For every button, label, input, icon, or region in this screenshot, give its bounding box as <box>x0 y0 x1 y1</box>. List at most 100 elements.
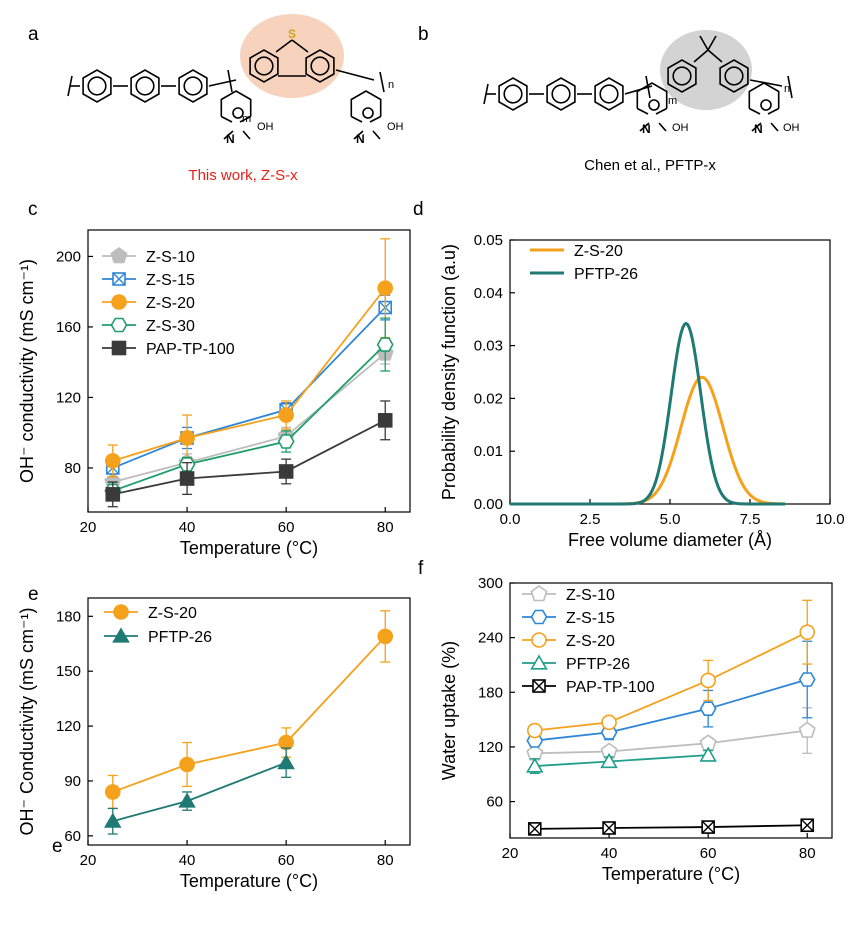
benzene-a2-ring <box>135 76 155 96</box>
panel-label-e: e <box>28 584 39 605</box>
y-tick-label-e: 150 <box>56 663 81 680</box>
piperidine-b1-b2 <box>636 107 649 115</box>
data-point-Z-S-20 <box>179 430 195 446</box>
data-point-Z-S-20 <box>104 453 121 469</box>
piperidine-a1-b1 <box>239 115 252 123</box>
x-tick-label-c: 40 <box>179 519 196 536</box>
nitrogen-a2: N <box>356 132 365 146</box>
legend-marker-Z-S-10 <box>110 247 128 264</box>
dbt-s-right <box>291 39 309 53</box>
x-axis-label-d: Free volume diameter (Å) <box>568 530 772 550</box>
legend-marker-Z-S-15 <box>530 609 548 625</box>
chart-f: 20 40 60 80 60 120 180 240 300 Temperature (°C) Wa… <box>439 575 833 884</box>
y-tick-label-f: 120 <box>478 739 503 756</box>
legend-label-PFTP-26: PFTP-26 <box>574 266 638 283</box>
legend-label-PAP-TP-100: PAP-TP-100 <box>146 341 235 358</box>
curve-Z-S-20 <box>510 375 786 506</box>
x-tick-label-f: 40 <box>601 845 618 862</box>
data-point-Z-S-20 <box>526 722 543 739</box>
y-tick-label-e: 60 <box>64 828 81 845</box>
nitrogen-b2: N <box>754 122 763 136</box>
panel-label-b: b <box>418 24 429 45</box>
x-axis-label-f: Temperature (°C) <box>602 864 740 884</box>
y-tick-label-f: 180 <box>478 684 503 701</box>
data-point-PAP-TP-100-x2 <box>602 821 616 835</box>
data-point-Z-S-20 <box>601 714 617 731</box>
x-tick-label-c: 60 <box>278 519 295 536</box>
dbt-s-left <box>275 39 293 53</box>
panel-label-d: d <box>413 199 424 220</box>
caption-a: This work, Z-S-x <box>188 167 298 184</box>
data-point-PFTP-26 <box>600 752 618 769</box>
bracket-a1 <box>227 69 233 93</box>
piperidine-a2-b1 <box>369 115 382 123</box>
data-point-PAP-TP-100-x2 <box>528 822 542 836</box>
nitrogen-a1: N <box>226 132 235 146</box>
benzene-a3 <box>178 69 208 103</box>
legend-label-PFTP-26: PFTP-26 <box>148 629 212 646</box>
structure-a: a S m n N N OH OH This work, Z-S-x <box>28 14 404 184</box>
legend-label-Z-S-10: Z-S-10 <box>146 249 195 266</box>
data-point-PAP-TP-100 <box>701 820 715 834</box>
piperidine-a2-me2 <box>372 130 381 140</box>
hydroxide-b1: OH <box>672 122 689 134</box>
piperidine-a2 <box>350 90 382 117</box>
data-point-PAP-TP-100 <box>800 818 815 833</box>
data-point-Z-S-30 <box>376 337 394 352</box>
caption-b: Chen et al., PFTP-x <box>584 157 716 174</box>
fluorene-left <box>667 59 697 93</box>
data-point-Z-S-20 <box>278 407 294 423</box>
data-point-PAP-TP-100-x2 <box>800 818 814 832</box>
y-tick-label-c: 80 <box>64 460 81 477</box>
x-tick-label-e: 80 <box>377 852 394 869</box>
fluorene-left-ring <box>672 66 692 86</box>
data-point-Z-S-15 <box>699 701 717 717</box>
x-tick-label-f: 20 <box>502 845 519 862</box>
y-tick-label-e: 90 <box>64 773 81 790</box>
x-axis-label-e: Temperature (°C) <box>180 871 318 891</box>
piperidine-a1-me2 <box>242 130 251 140</box>
x-tick-label-f: 80 <box>799 845 816 862</box>
piperidine-b2-b2 <box>748 107 761 115</box>
data-point-Z-S-20 <box>377 628 394 645</box>
plot-frame-c <box>87 229 411 513</box>
methyl-b1 <box>699 35 709 51</box>
y-tick-label-d: 0.04 <box>474 285 503 302</box>
benzene-b1 <box>498 77 528 111</box>
y-tick-label-d: 0.01 <box>474 443 503 460</box>
panel-label-f: f <box>418 558 424 579</box>
legend-label-Z-S-20: Z-S-20 <box>146 295 195 312</box>
legend-marker-Z-S-20 <box>531 632 547 648</box>
dbt-ring-right-ring <box>310 56 330 76</box>
piperidine-b2 <box>748 82 780 109</box>
piperidine-b1-me2 <box>658 122 667 132</box>
piperidine-b1-b1 <box>655 107 668 115</box>
highlight-a <box>240 14 344 98</box>
methyl-b2 <box>707 35 717 51</box>
series-line-Z-S-20 <box>534 631 808 732</box>
bond-b4 <box>749 79 783 87</box>
y-axis-label-c: OH⁻ conductivity (mS cm⁻¹) <box>17 259 37 483</box>
data-point-PFTP-26 <box>104 812 122 828</box>
x-tick-label-d: 7.5 <box>740 511 761 528</box>
y-tick-label-d: 0.05 <box>474 232 503 249</box>
piperidine-a1-charge <box>232 107 244 119</box>
fluorene-right-ring <box>724 66 744 86</box>
fluorene-c-left <box>693 49 709 63</box>
y-tick-label-c: 160 <box>56 319 81 336</box>
y-tick-label-e: 120 <box>56 718 81 735</box>
piperidine-a1 <box>220 90 252 117</box>
x-tick-label-e: 40 <box>179 852 196 869</box>
y-tick-label-d: 0.02 <box>474 390 503 407</box>
legend-label-Z-S-15: Z-S-15 <box>566 610 615 627</box>
m-subscript-b: m <box>668 95 677 107</box>
y-axis-label-f: Water uptake (%) <box>439 641 459 780</box>
legend-label-Z-S-20: Z-S-20 <box>148 605 197 622</box>
legend-marker-Z-S-15 <box>112 272 126 286</box>
legend-marker-Z-S-30 <box>110 317 128 333</box>
series-line-Z-S-10 <box>112 352 386 483</box>
piperidine-b2-me2 <box>770 122 779 132</box>
data-point-PAP-TP-100-x2 <box>701 820 715 834</box>
y-tick-label-c: 200 <box>56 248 81 265</box>
bond-a3 <box>208 79 237 87</box>
